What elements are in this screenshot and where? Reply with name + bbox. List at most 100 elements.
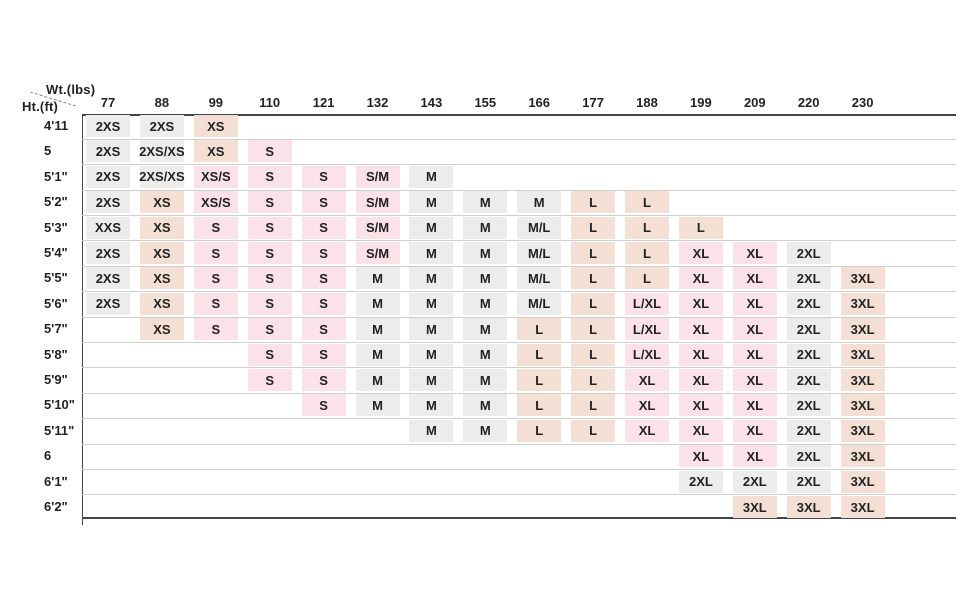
size-cell: XS [193, 115, 238, 137]
size-cell: 2XS [86, 292, 130, 315]
size-cell: 2XS [86, 115, 130, 137]
size-cell: 2XL [786, 470, 831, 493]
size-cell: XL [678, 445, 723, 468]
size-cell: XS [139, 267, 184, 290]
size-cell: L [625, 216, 669, 239]
size-cell: S [301, 292, 346, 315]
row-gridline [82, 316, 956, 318]
header-diagonal-divider [30, 92, 76, 106]
size-cell: M [355, 369, 400, 391]
size-cell: S [193, 267, 238, 290]
size-cell: 3XL [840, 419, 885, 442]
weight-tick-label: 209 [743, 95, 766, 110]
size-cell: M [409, 318, 454, 341]
height-tick-label: 5'9" [44, 372, 68, 387]
size-cell: XXS [86, 216, 130, 239]
size-cell: S [247, 191, 292, 214]
size-cell: M [355, 267, 400, 290]
size-cell: M [463, 369, 508, 391]
size-cell: XL [732, 369, 777, 391]
height-axis-label: Ht.(ft) [22, 99, 59, 114]
size-cell: L [571, 394, 616, 417]
height-tick-label: 5'3" [44, 219, 68, 235]
size-cell: 3XL [732, 496, 777, 518]
row-gridline [82, 291, 956, 293]
size-cell: 3XL [786, 496, 831, 518]
weight-tick-label: 143 [420, 95, 443, 110]
row-gridline [82, 240, 956, 242]
size-cell: XL [732, 343, 777, 366]
size-cell: S [193, 216, 238, 239]
height-tick-label: 5'1" [44, 168, 68, 184]
size-cell: XL [625, 419, 669, 442]
size-cell: S [301, 343, 346, 366]
size-cell: M [409, 369, 454, 391]
size-cell: 3XL [840, 445, 885, 468]
row-gridline [82, 189, 956, 191]
size-cell: S [301, 394, 346, 417]
size-cell: M [355, 394, 400, 417]
weight-tick-label: 166 [528, 95, 551, 110]
size-cell: 2XL [786, 445, 831, 468]
size-cell: M [355, 318, 400, 341]
size-cell: 2XL [786, 343, 831, 366]
size-cell: M [463, 394, 508, 417]
size-cell: XL [678, 292, 723, 315]
weight-tick-label: 220 [797, 95, 820, 110]
size-cell: XL [732, 292, 777, 315]
size-cell: XS [139, 292, 184, 315]
size-cell: 3XL [840, 267, 885, 290]
size-cell: 2XL [786, 318, 831, 341]
size-cell: M/L [517, 267, 562, 290]
size-cell: L [678, 216, 723, 239]
size-cell: L [571, 191, 616, 214]
size-cell: L [625, 191, 669, 214]
weight-tick-label: 188 [636, 95, 658, 110]
size-cell: XL [678, 318, 723, 341]
left-axis-line [82, 115, 83, 525]
size-cell: XL [732, 419, 777, 442]
row-gridline [82, 468, 956, 470]
size-cell: S/M [355, 216, 400, 239]
size-cell: L [625, 242, 669, 264]
size-cell: S [247, 292, 292, 315]
row-gridline [82, 494, 956, 496]
weight-axis-label: Wt.(lbs) [46, 82, 96, 97]
size-cell: S [247, 318, 292, 341]
size-cell: M [409, 419, 454, 442]
height-tick-label: 5'2" [44, 194, 68, 210]
size-cell: S [247, 216, 292, 239]
size-cell: XL [732, 242, 777, 264]
size-cell: XS [139, 242, 184, 264]
size-cell: 2XS/XS [139, 140, 185, 163]
size-cell: S [301, 242, 346, 264]
size-cell: 2XS [86, 267, 130, 290]
size-cell: 2XL [786, 267, 831, 290]
size-cell: XL [678, 419, 723, 442]
size-cell: XS [193, 140, 238, 163]
size-cell: M [463, 267, 508, 290]
size-cell: 2XL [786, 369, 831, 391]
size-cell: M [409, 165, 454, 188]
size-cell: L [517, 343, 562, 366]
size-cell: 3XL [840, 292, 885, 315]
row-gridline [82, 392, 956, 394]
size-cell: M [463, 216, 508, 239]
size-cell: L [571, 318, 616, 341]
size-cell: L [571, 343, 616, 366]
size-cell: L [517, 318, 562, 341]
size-cell: XL [732, 394, 777, 417]
size-cell: M/L [517, 292, 562, 315]
size-cell: L [571, 369, 616, 391]
size-cell: M [409, 216, 454, 239]
size-cell: M [355, 292, 400, 315]
size-cell: M/L [517, 242, 562, 264]
height-tick-label: 5'6" [44, 295, 68, 311]
weight-tick-label: 121 [312, 95, 335, 110]
size-cell: 2XS [86, 140, 130, 163]
size-cell: 2XL [678, 470, 723, 493]
size-cell: XL [678, 242, 723, 264]
size-cell: M [463, 343, 508, 366]
size-cell: S [247, 242, 292, 264]
size-cell: L/XL [625, 318, 669, 341]
